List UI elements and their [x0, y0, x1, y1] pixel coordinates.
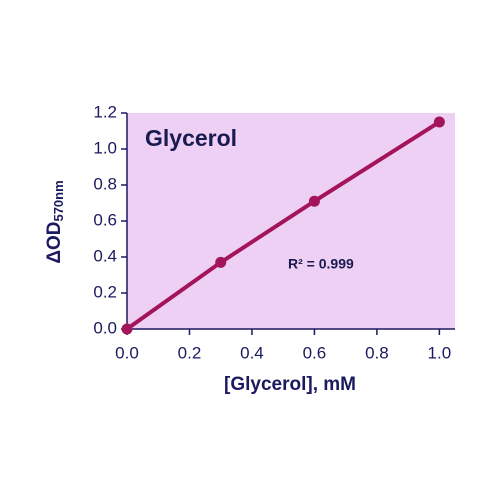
x-tick-label: 0.0: [115, 343, 139, 362]
y-axis-label-main: ΔOD: [44, 222, 65, 264]
data-point: [215, 256, 227, 268]
y-axis-label: ΔOD570nm: [44, 180, 66, 263]
y-tick-label: 1.2: [93, 102, 117, 121]
y-tick-label: 0.4: [93, 246, 117, 265]
x-tick-label: 0.4: [240, 343, 264, 362]
x-tick-label: 1.0: [428, 343, 452, 362]
y-tick-label: 0.2: [93, 282, 117, 301]
y-tick-label: 0.6: [93, 210, 117, 229]
series-line: [125, 120, 441, 331]
data-point: [121, 323, 133, 335]
chart-title: Glycerol: [145, 125, 237, 151]
y-tick-label: 0.0: [93, 318, 117, 337]
x-tick-label: 0.8: [365, 343, 389, 362]
y-axis-label-sub: 570nm: [51, 180, 66, 221]
y-tick-label: 0.8: [93, 174, 117, 193]
data-point: [433, 116, 445, 128]
x-tick-label: 0.2: [178, 343, 202, 362]
y-tick-label: 1.0: [93, 138, 117, 157]
x-tick-label: 0.6: [303, 343, 327, 362]
annotation: R² = 0.999: [288, 256, 354, 272]
data-point: [308, 195, 320, 207]
x-axis-label: [Glycerol], mM: [224, 374, 356, 395]
